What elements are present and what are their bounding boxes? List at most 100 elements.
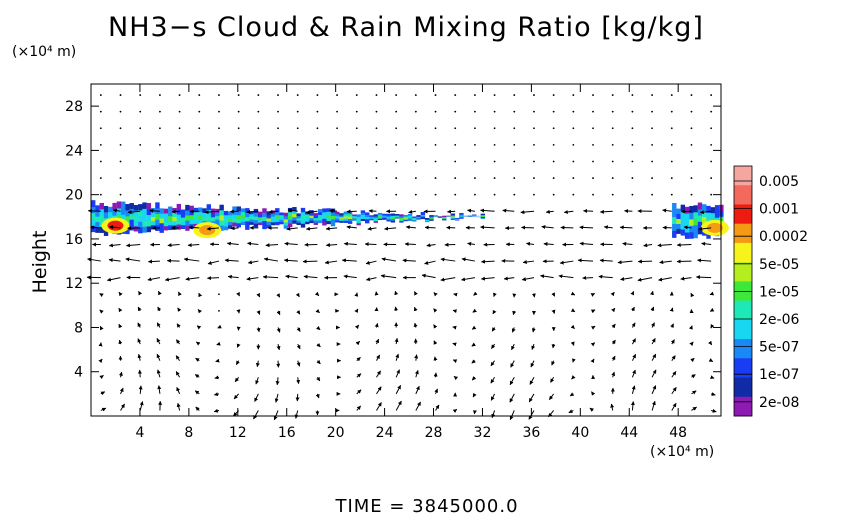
wind-vector — [658, 277, 672, 282]
field-cell — [257, 219, 263, 223]
field-cell — [399, 220, 404, 223]
wind-vector — [218, 177, 220, 179]
wind-vector — [541, 225, 554, 230]
wind-vector — [277, 110, 279, 113]
field-cell — [146, 208, 152, 215]
x-tick-label: 24 — [376, 425, 394, 441]
wind-vector — [375, 160, 378, 163]
field-cell — [129, 203, 134, 209]
wind-vector — [157, 306, 162, 312]
field-cell — [142, 226, 147, 233]
wind-vector — [592, 193, 594, 196]
wind-vector — [690, 143, 693, 146]
wind-vector — [376, 402, 382, 411]
wind-vector — [414, 160, 417, 163]
wind-vector — [461, 257, 475, 262]
wind-vector — [551, 360, 555, 366]
field-cell — [360, 212, 366, 215]
wind-vector — [139, 193, 142, 196]
wind-vector — [296, 377, 301, 385]
wind-vector — [119, 94, 122, 96]
wind-vector — [446, 209, 456, 214]
field-cell — [202, 216, 207, 222]
field-cell — [99, 226, 104, 233]
field-cell — [163, 212, 169, 218]
field-cell — [95, 226, 100, 233]
field-cell — [283, 215, 289, 220]
y-tick-label: 28 — [65, 99, 83, 115]
wind-vector — [341, 258, 357, 263]
field-cell — [262, 216, 267, 222]
wind-vector — [215, 358, 220, 363]
field-cell — [176, 213, 182, 220]
wind-vector — [90, 225, 101, 230]
field-cell — [180, 213, 186, 218]
wind-vector — [670, 193, 673, 196]
wind-vector — [513, 110, 516, 113]
field-cell — [347, 218, 353, 222]
field-cell — [420, 215, 426, 218]
field-cell — [390, 215, 396, 218]
wind-vector — [99, 193, 102, 196]
wind-vector — [651, 338, 656, 345]
field-cell — [676, 208, 681, 215]
wind-vector — [631, 338, 636, 345]
field-cell — [330, 212, 336, 216]
wind-vector — [572, 143, 575, 146]
wind-vector — [611, 193, 614, 196]
wind-vector — [375, 127, 378, 130]
wind-vector — [671, 387, 677, 395]
field-cell — [138, 227, 143, 234]
wind-vector — [711, 392, 716, 396]
wind-vector — [354, 324, 360, 330]
wind-vector — [120, 403, 125, 411]
wind-vector — [492, 309, 497, 315]
wind-vector — [376, 386, 382, 395]
colorbar-label: 0.001 — [759, 202, 799, 218]
wind-vector — [526, 241, 535, 246]
wind-vector — [262, 274, 279, 279]
field-cell — [313, 213, 319, 216]
wind-vector — [493, 110, 496, 113]
wind-vector — [196, 325, 202, 330]
wind-vector — [552, 160, 555, 163]
field-cell — [382, 215, 387, 218]
field-cell — [343, 220, 349, 223]
field-cell — [360, 210, 366, 213]
field-cell — [155, 213, 160, 220]
x-tick-label: 20 — [327, 425, 345, 441]
field-cell — [138, 209, 143, 217]
wind-vector — [125, 257, 141, 262]
wind-vector — [273, 410, 279, 421]
field-cell — [120, 214, 126, 222]
wind-vector — [368, 209, 377, 213]
field-cell — [240, 218, 246, 222]
field-cell — [163, 225, 169, 231]
field-cell — [275, 221, 280, 226]
wind-vector — [336, 143, 338, 146]
field-cell — [185, 215, 190, 221]
field-cell — [283, 221, 289, 226]
wind-vector — [414, 94, 417, 96]
field-cell — [429, 219, 434, 221]
field-cell — [459, 212, 464, 215]
wind-vector — [253, 410, 259, 420]
wind-vector — [257, 127, 260, 130]
wind-vector — [346, 225, 357, 230]
field-cell — [706, 205, 711, 213]
wind-vector — [195, 357, 200, 362]
wind-vector — [620, 277, 633, 282]
field-cell — [317, 214, 323, 218]
wind-vector — [149, 208, 160, 213]
field-cell — [672, 230, 677, 238]
wind-vector — [395, 385, 402, 395]
wind-vector — [651, 110, 653, 113]
field-cell — [283, 225, 289, 229]
field-cell — [300, 223, 306, 228]
field-cell — [472, 214, 477, 216]
field-cell — [697, 202, 703, 210]
wind-vector — [509, 393, 515, 403]
wind-vector — [118, 339, 123, 345]
field-cell — [270, 221, 276, 226]
